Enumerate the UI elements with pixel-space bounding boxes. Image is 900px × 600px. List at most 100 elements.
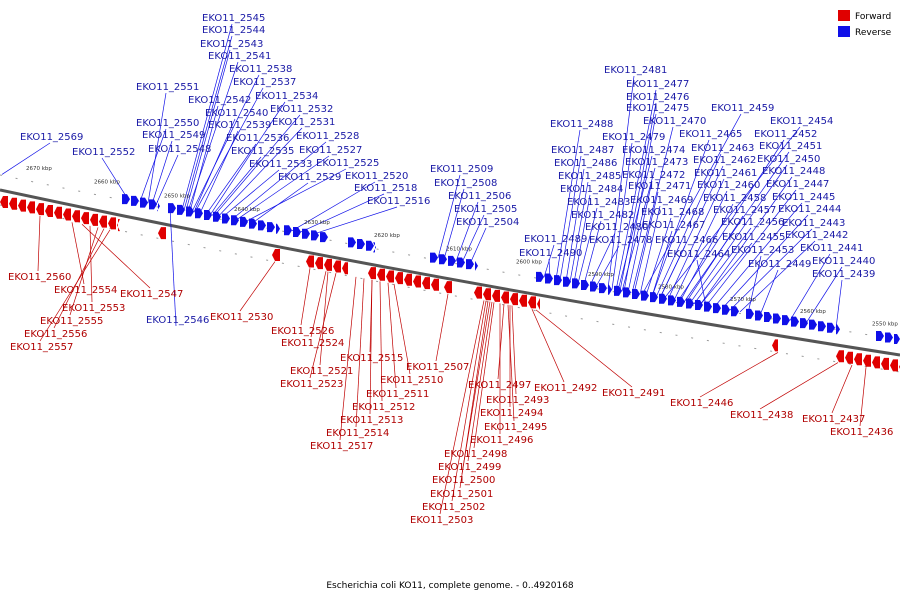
gene-label-reverse: EKO11_2450 xyxy=(757,154,820,165)
leader-line-reverse xyxy=(651,230,673,297)
gene-label-reverse: EKO11_2534 xyxy=(255,91,318,102)
gene-label-reverse: EKO11_2509 xyxy=(430,164,493,175)
gene-label-reverse: EKO11_2532 xyxy=(270,104,333,115)
leader-line-reverse xyxy=(205,143,257,215)
gene-feature-forward xyxy=(431,278,439,291)
gene-label-reverse: EKO11_2482 xyxy=(571,210,634,221)
leader-line-reverse xyxy=(805,266,843,324)
gene-label-reverse: EKO11_2549 xyxy=(142,130,205,141)
gene-label-reverse: EKO11_2461 xyxy=(694,168,757,179)
gene-label-reverse: EKO11_2462 xyxy=(693,155,756,166)
leader-line-reverse xyxy=(573,194,591,283)
gene-label-reverse: EKO11_2508 xyxy=(434,178,497,189)
gene-feature-forward xyxy=(845,351,853,364)
gene-feature-forward xyxy=(404,273,412,286)
gene-label-reverse: EKO11_2473 xyxy=(625,157,688,168)
gene-label-reverse: EKO11_2536 xyxy=(226,133,289,144)
gene-feature-forward xyxy=(510,293,518,306)
gene-feature-forward xyxy=(54,206,62,219)
leader-line-forward xyxy=(459,301,489,489)
leader-line-reverse xyxy=(461,214,485,263)
leader-line-reverse xyxy=(789,253,831,321)
gene-feature-forward xyxy=(368,267,376,280)
gene-feature-reverse xyxy=(827,322,835,333)
leader-line-forward xyxy=(39,229,111,342)
gene-feature-reverse xyxy=(284,225,292,236)
leader-line-forward xyxy=(81,224,151,289)
legend-reverse-swatch xyxy=(838,26,850,37)
leader-line-reverse xyxy=(683,151,790,303)
gene-label-reverse: EKO11_2443 xyxy=(782,218,845,229)
gene-label-reverse: EKO11_2545 xyxy=(202,13,265,24)
gene-label-forward: EKO11_2446 xyxy=(670,398,733,409)
gene-label-reverse: EKO11_2449 xyxy=(748,259,811,270)
leader-line-forward xyxy=(339,276,357,441)
leader-line-forward xyxy=(497,304,505,380)
leader-line-forward xyxy=(831,364,853,414)
leader-line-reverse xyxy=(191,74,260,212)
leader-line-reverse xyxy=(655,153,722,298)
gene-feature-reverse xyxy=(876,330,884,341)
gene-feature-forward xyxy=(72,210,80,223)
gene-feature-forward xyxy=(117,219,120,232)
leader-line-forward xyxy=(53,228,105,329)
gene-feature-reverse xyxy=(563,276,571,287)
leader-line-reverse xyxy=(663,126,801,299)
leader-line-reverse xyxy=(291,181,376,232)
gene-feature-forward xyxy=(0,196,8,208)
scale-tick-label: 2580 kbp xyxy=(658,285,684,291)
leader-line-reverse xyxy=(251,182,309,224)
gene-feature-reverse xyxy=(302,228,310,239)
gene-label-forward: EKO11_2517 xyxy=(310,441,373,452)
leader-line-reverse xyxy=(559,155,582,281)
gene-label-reverse: EKO11_2460 xyxy=(697,180,760,191)
gene-label-reverse: EKO11_2569 xyxy=(20,132,83,143)
leader-line-forward xyxy=(239,261,276,312)
gene-feature-reverse xyxy=(311,230,319,241)
legend-reverse-label: Reverse xyxy=(855,28,892,38)
gene-feature-reverse xyxy=(695,300,703,311)
gene-feature-reverse xyxy=(614,285,622,296)
gene-label-forward: EKO11_2496 xyxy=(470,435,533,446)
gene-label-forward: EKO11_2557 xyxy=(10,342,73,353)
leader-line-reverse xyxy=(615,89,657,291)
leader-line-reverse xyxy=(183,35,233,211)
gene-label-forward: EKO11_2493 xyxy=(486,395,549,406)
gene-label-reverse: EKO11_2537 xyxy=(233,77,296,88)
label-leaders xyxy=(1,23,867,515)
gene-label-reverse: EKO11_2458 xyxy=(703,193,766,204)
leader-line-reverse xyxy=(231,141,327,220)
gene-label-reverse: EKO11_2506 xyxy=(448,191,511,202)
gene-label-reverse: EKO11_2490 xyxy=(519,248,582,259)
leader-line-forward xyxy=(511,305,517,395)
gene-feature-reverse xyxy=(818,321,826,332)
leader-line-reverse xyxy=(101,157,129,200)
gene-feature-reverse xyxy=(293,227,301,238)
gene-feature-reverse xyxy=(686,298,694,309)
gene-label-forward: EKO11_2512 xyxy=(352,402,415,413)
gene-feature-forward xyxy=(395,272,403,285)
gene-feature-forward xyxy=(377,268,385,281)
gene-label-reverse: EKO11_2548 xyxy=(148,144,211,155)
leader-line-reverse xyxy=(729,228,813,311)
gene-feature-forward xyxy=(306,255,314,268)
gene-feature-reverse xyxy=(641,290,649,301)
leader-line-forward xyxy=(435,293,449,362)
gene-feature-reverse xyxy=(448,255,456,266)
gene-label-forward: EKO11_2556 xyxy=(24,329,87,340)
leader-line-reverse xyxy=(221,169,280,218)
gene-feature-reverse xyxy=(204,210,212,221)
gene-feature-reverse xyxy=(186,206,194,217)
gene-feature-reverse xyxy=(782,315,790,326)
gene-label-reverse: EKO11_2486 xyxy=(554,158,617,169)
gene-feature-reverse xyxy=(590,281,598,292)
gene-label-reverse: EKO11_2518 xyxy=(354,183,417,194)
leader-line-reverse xyxy=(437,174,461,259)
legend: Forward Reverse xyxy=(838,10,892,38)
gene-label-reverse: EKO11_2474 xyxy=(622,145,685,156)
gene-feature-forward xyxy=(854,353,862,366)
gene-label-reverse: EKO11_2480 xyxy=(585,222,648,233)
gene-feature-forward xyxy=(772,339,778,352)
